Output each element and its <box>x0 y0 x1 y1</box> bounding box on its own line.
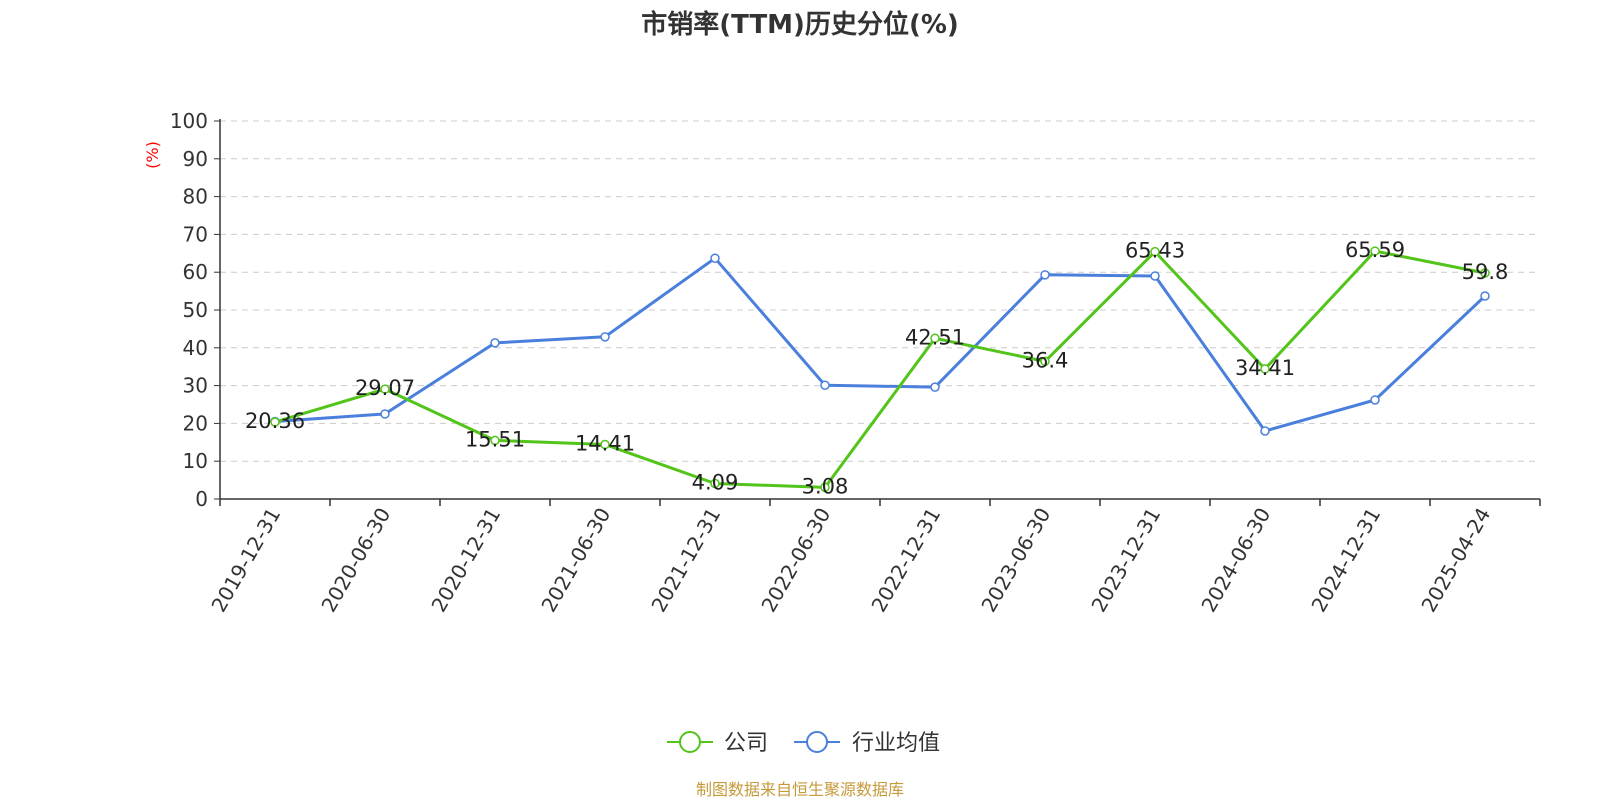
data-point[interactable] <box>820 380 830 390</box>
x-tick-label: 2020-12-31 <box>426 504 505 617</box>
legend-item-1[interactable]: 行业均值 <box>794 731 940 756</box>
data-point[interactable] <box>930 333 940 344</box>
data-point[interactable] <box>490 435 500 446</box>
x-tick-label: 2024-06-30 <box>1196 504 1275 617</box>
x-tick-label: 2019-12-31 <box>206 504 285 617</box>
data-label: 59.8 <box>1462 260 1509 284</box>
data-label: 36.4 <box>1022 348 1069 372</box>
x-tick-labels: 2019-12-31 2020-06-30 2020-12-31 2021-06-30… <box>206 504 1495 617</box>
y-tick-label: 20 <box>183 411 208 435</box>
y-tick-label: 40 <box>183 336 208 360</box>
data-label: 65.43 <box>1125 239 1185 263</box>
y-tick-label: 50 <box>183 298 208 322</box>
y-tick-label: 90 <box>183 147 208 171</box>
data-point[interactable] <box>270 417 280 427</box>
data-label: 4.09 <box>692 471 739 495</box>
y-tick-label: 100 <box>170 109 208 133</box>
data-point[interactable] <box>490 338 500 348</box>
data-point[interactable] <box>930 382 940 392</box>
data-point[interactable] <box>1480 291 1490 301</box>
x-tick-label: 2023-12-31 <box>1086 504 1165 617</box>
series-line-0 <box>274 249 1486 489</box>
y-tick-label: 60 <box>183 260 208 284</box>
series-points <box>270 246 1490 493</box>
y-tick-label: 30 <box>183 374 208 398</box>
x-tick-label: 2025-04-24 <box>1416 504 1495 617</box>
data-label: 20.36 <box>245 409 305 433</box>
data-point[interactable] <box>1370 395 1380 405</box>
data-point[interactable] <box>1260 426 1270 436</box>
data-point[interactable] <box>710 253 720 263</box>
data-point[interactable] <box>1040 270 1050 280</box>
axes <box>214 119 1541 506</box>
x-tick-label: 2022-12-31 <box>866 504 945 617</box>
data-label: 65.59 <box>1345 238 1405 262</box>
series-lines <box>274 249 1487 489</box>
data-point[interactable] <box>1040 356 1050 367</box>
data-labels: 20.36 29.07 15.51 14.41 4.09 3.08 42.51 36.4 65.… <box>245 238 1508 498</box>
data-label: 42.51 <box>905 325 965 349</box>
legend-marker-icon <box>679 731 701 753</box>
data-label: 29.07 <box>355 376 415 400</box>
chart-title: 市销率(TTM)历史分位(%) <box>641 10 959 40</box>
series-line-1 <box>274 256 1487 433</box>
legend[interactable]: 公司 行业均值 <box>667 731 940 756</box>
y-axis-title: (%) <box>143 141 162 169</box>
legend-marker-icon <box>806 731 828 753</box>
data-point[interactable] <box>1260 364 1270 374</box>
legend-label: 公司 <box>724 731 768 756</box>
x-tick-label: 2022-06-30 <box>756 504 835 617</box>
y-tick-label: 80 <box>183 185 208 209</box>
data-point[interactable] <box>380 409 390 419</box>
legend-label: 行业均值 <box>852 731 940 756</box>
data-point[interactable] <box>600 332 610 342</box>
data-point[interactable] <box>710 478 720 489</box>
source-footer: 制图数据来自恒生聚源数据库 <box>695 780 904 799</box>
data-point[interactable] <box>820 482 830 493</box>
data-point[interactable] <box>1150 271 1160 281</box>
y-tick-label: 70 <box>183 222 208 246</box>
data-point[interactable] <box>1150 246 1160 257</box>
x-tick-label: 2021-06-30 <box>536 504 615 617</box>
data-point[interactable] <box>1370 246 1380 256</box>
data-label: 14.41 <box>575 432 635 456</box>
data-point[interactable] <box>380 384 390 394</box>
y-tick-label: 10 <box>183 449 208 473</box>
data-label: 15.51 <box>465 427 525 451</box>
x-tick-label: 2023-06-30 <box>976 504 1055 617</box>
x-tick-label: 2020-06-30 <box>316 504 395 617</box>
y-tick-label: 0 <box>195 487 208 511</box>
y-tick-labels: 0 10 20 30 40 50 60 70 80 90 100 <box>170 109 208 511</box>
data-label: 3.08 <box>802 474 849 498</box>
data-point[interactable] <box>600 439 610 450</box>
data-label: 34.41 <box>1235 356 1295 380</box>
legend-item-0[interactable]: 公司 <box>667 731 768 756</box>
x-tick-label: 2021-12-31 <box>646 504 725 617</box>
data-point[interactable] <box>1480 268 1490 278</box>
x-tick-label: 2024-12-31 <box>1306 504 1385 617</box>
